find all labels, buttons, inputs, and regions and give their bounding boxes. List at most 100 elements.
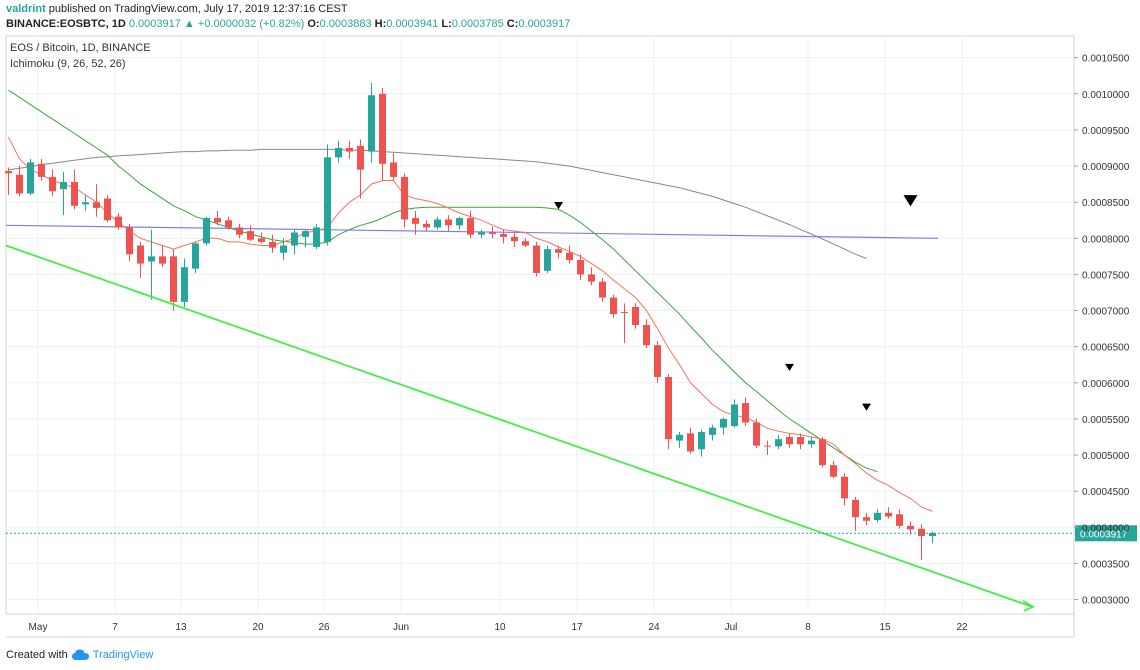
down-marker-icon <box>903 195 918 207</box>
candle-body <box>830 465 837 477</box>
publish-info: valdrint published on TradingView.com, J… <box>6 3 348 15</box>
candle <box>5 167 12 195</box>
support-trendline <box>5 244 1033 608</box>
candle-body <box>148 256 155 262</box>
candle-body <box>577 259 584 275</box>
y-tick-label: 0.0005000 <box>1082 451 1130 462</box>
candle <box>632 303 639 329</box>
last-price: 0.0003917 <box>128 18 181 30</box>
last-price-badge-label: 0.0003917 <box>1080 529 1128 540</box>
candle <box>137 241 144 279</box>
high-label: H: <box>374 18 387 30</box>
candle <box>38 158 45 181</box>
candle <box>775 434 782 450</box>
candle <box>192 241 199 273</box>
candle <box>665 374 672 450</box>
y-tick-label: 0.0004000 <box>1082 523 1130 534</box>
candle-body <box>907 525 914 530</box>
candle <box>610 294 617 318</box>
candle <box>335 140 342 163</box>
candle-body <box>423 223 430 228</box>
x-tick-label: 15 <box>879 622 891 633</box>
price-change: +0.0000032 (+0.82%) <box>197 18 305 30</box>
x-tick-label: 22 <box>956 622 968 633</box>
x-tick-label: 13 <box>175 622 187 633</box>
candle <box>687 427 694 454</box>
candle-body <box>214 218 221 223</box>
candle <box>621 303 628 344</box>
candle-body <box>643 325 650 346</box>
candle <box>753 418 760 448</box>
x-tick-label: 17 <box>571 622 583 633</box>
candle <box>720 417 727 435</box>
candle <box>467 210 474 239</box>
open-value: 0.0003883 <box>319 18 372 30</box>
candle-body <box>16 174 23 194</box>
candle <box>27 158 34 195</box>
candle <box>181 258 188 307</box>
candle-body <box>346 147 353 152</box>
last-price-badge <box>1075 525 1137 542</box>
candle <box>874 509 881 523</box>
overlays: 0.0003917 <box>5 195 1137 612</box>
candle <box>379 88 386 181</box>
candle <box>236 223 243 239</box>
y-tick-label: 0.0006000 <box>1082 379 1130 390</box>
candle-body <box>533 245 540 273</box>
candle-body <box>929 533 936 536</box>
candle <box>115 213 122 230</box>
candle-body <box>379 93 386 164</box>
x-tick-label: Jul <box>725 622 738 633</box>
candle-body <box>874 512 881 521</box>
candle <box>478 229 485 239</box>
candle <box>885 507 892 519</box>
candle-body <box>599 281 606 298</box>
candle <box>93 184 100 217</box>
x-tick-label: 10 <box>494 622 506 633</box>
candle <box>731 399 738 428</box>
candle <box>676 431 683 448</box>
author-name[interactable]: valdrint <box>6 3 46 15</box>
high-value: 0.0003941 <box>386 18 439 30</box>
candle-body <box>841 476 848 499</box>
candle-body <box>368 95 375 152</box>
candle-body <box>225 220 232 228</box>
candle-body <box>445 219 452 226</box>
candle-body <box>500 233 507 237</box>
x-tick-label: 8 <box>805 622 811 633</box>
candle <box>434 216 441 230</box>
candle <box>852 496 859 531</box>
y-tick-label: 0.0005500 <box>1082 415 1130 426</box>
candle <box>599 278 606 302</box>
tradingview-logo[interactable]: TradingView <box>71 649 153 661</box>
candle-body <box>753 422 760 446</box>
candle-body <box>852 499 859 518</box>
candle-body <box>192 243 199 269</box>
candle-body <box>104 198 111 221</box>
candle-body <box>544 249 551 271</box>
candle-body <box>280 245 287 253</box>
candle-body <box>478 232 485 235</box>
candle-body <box>159 256 166 264</box>
pair-legend: EOS / Bitcoin, 1D, BINANCE <box>10 42 151 54</box>
candle-body <box>687 433 694 452</box>
candle-body <box>797 436 804 445</box>
candle <box>896 509 903 529</box>
candle-body <box>181 267 188 302</box>
plot-frame <box>5 35 1075 615</box>
candle-body <box>566 252 573 260</box>
candle-body <box>808 440 815 445</box>
candle-body <box>401 176 408 220</box>
y-tick-label: 0.0010000 <box>1082 90 1130 101</box>
candle-body <box>819 439 826 466</box>
candle <box>203 216 210 246</box>
candle-body <box>555 249 562 253</box>
candle-body <box>71 181 78 206</box>
x-tick-label: 24 <box>648 622 660 633</box>
x-tick-label: 26 <box>318 622 330 633</box>
candle <box>544 245 551 273</box>
candle-body <box>511 236 518 242</box>
y-tick-label: 0.0009500 <box>1082 126 1130 137</box>
x-tick-label: May <box>29 622 48 633</box>
